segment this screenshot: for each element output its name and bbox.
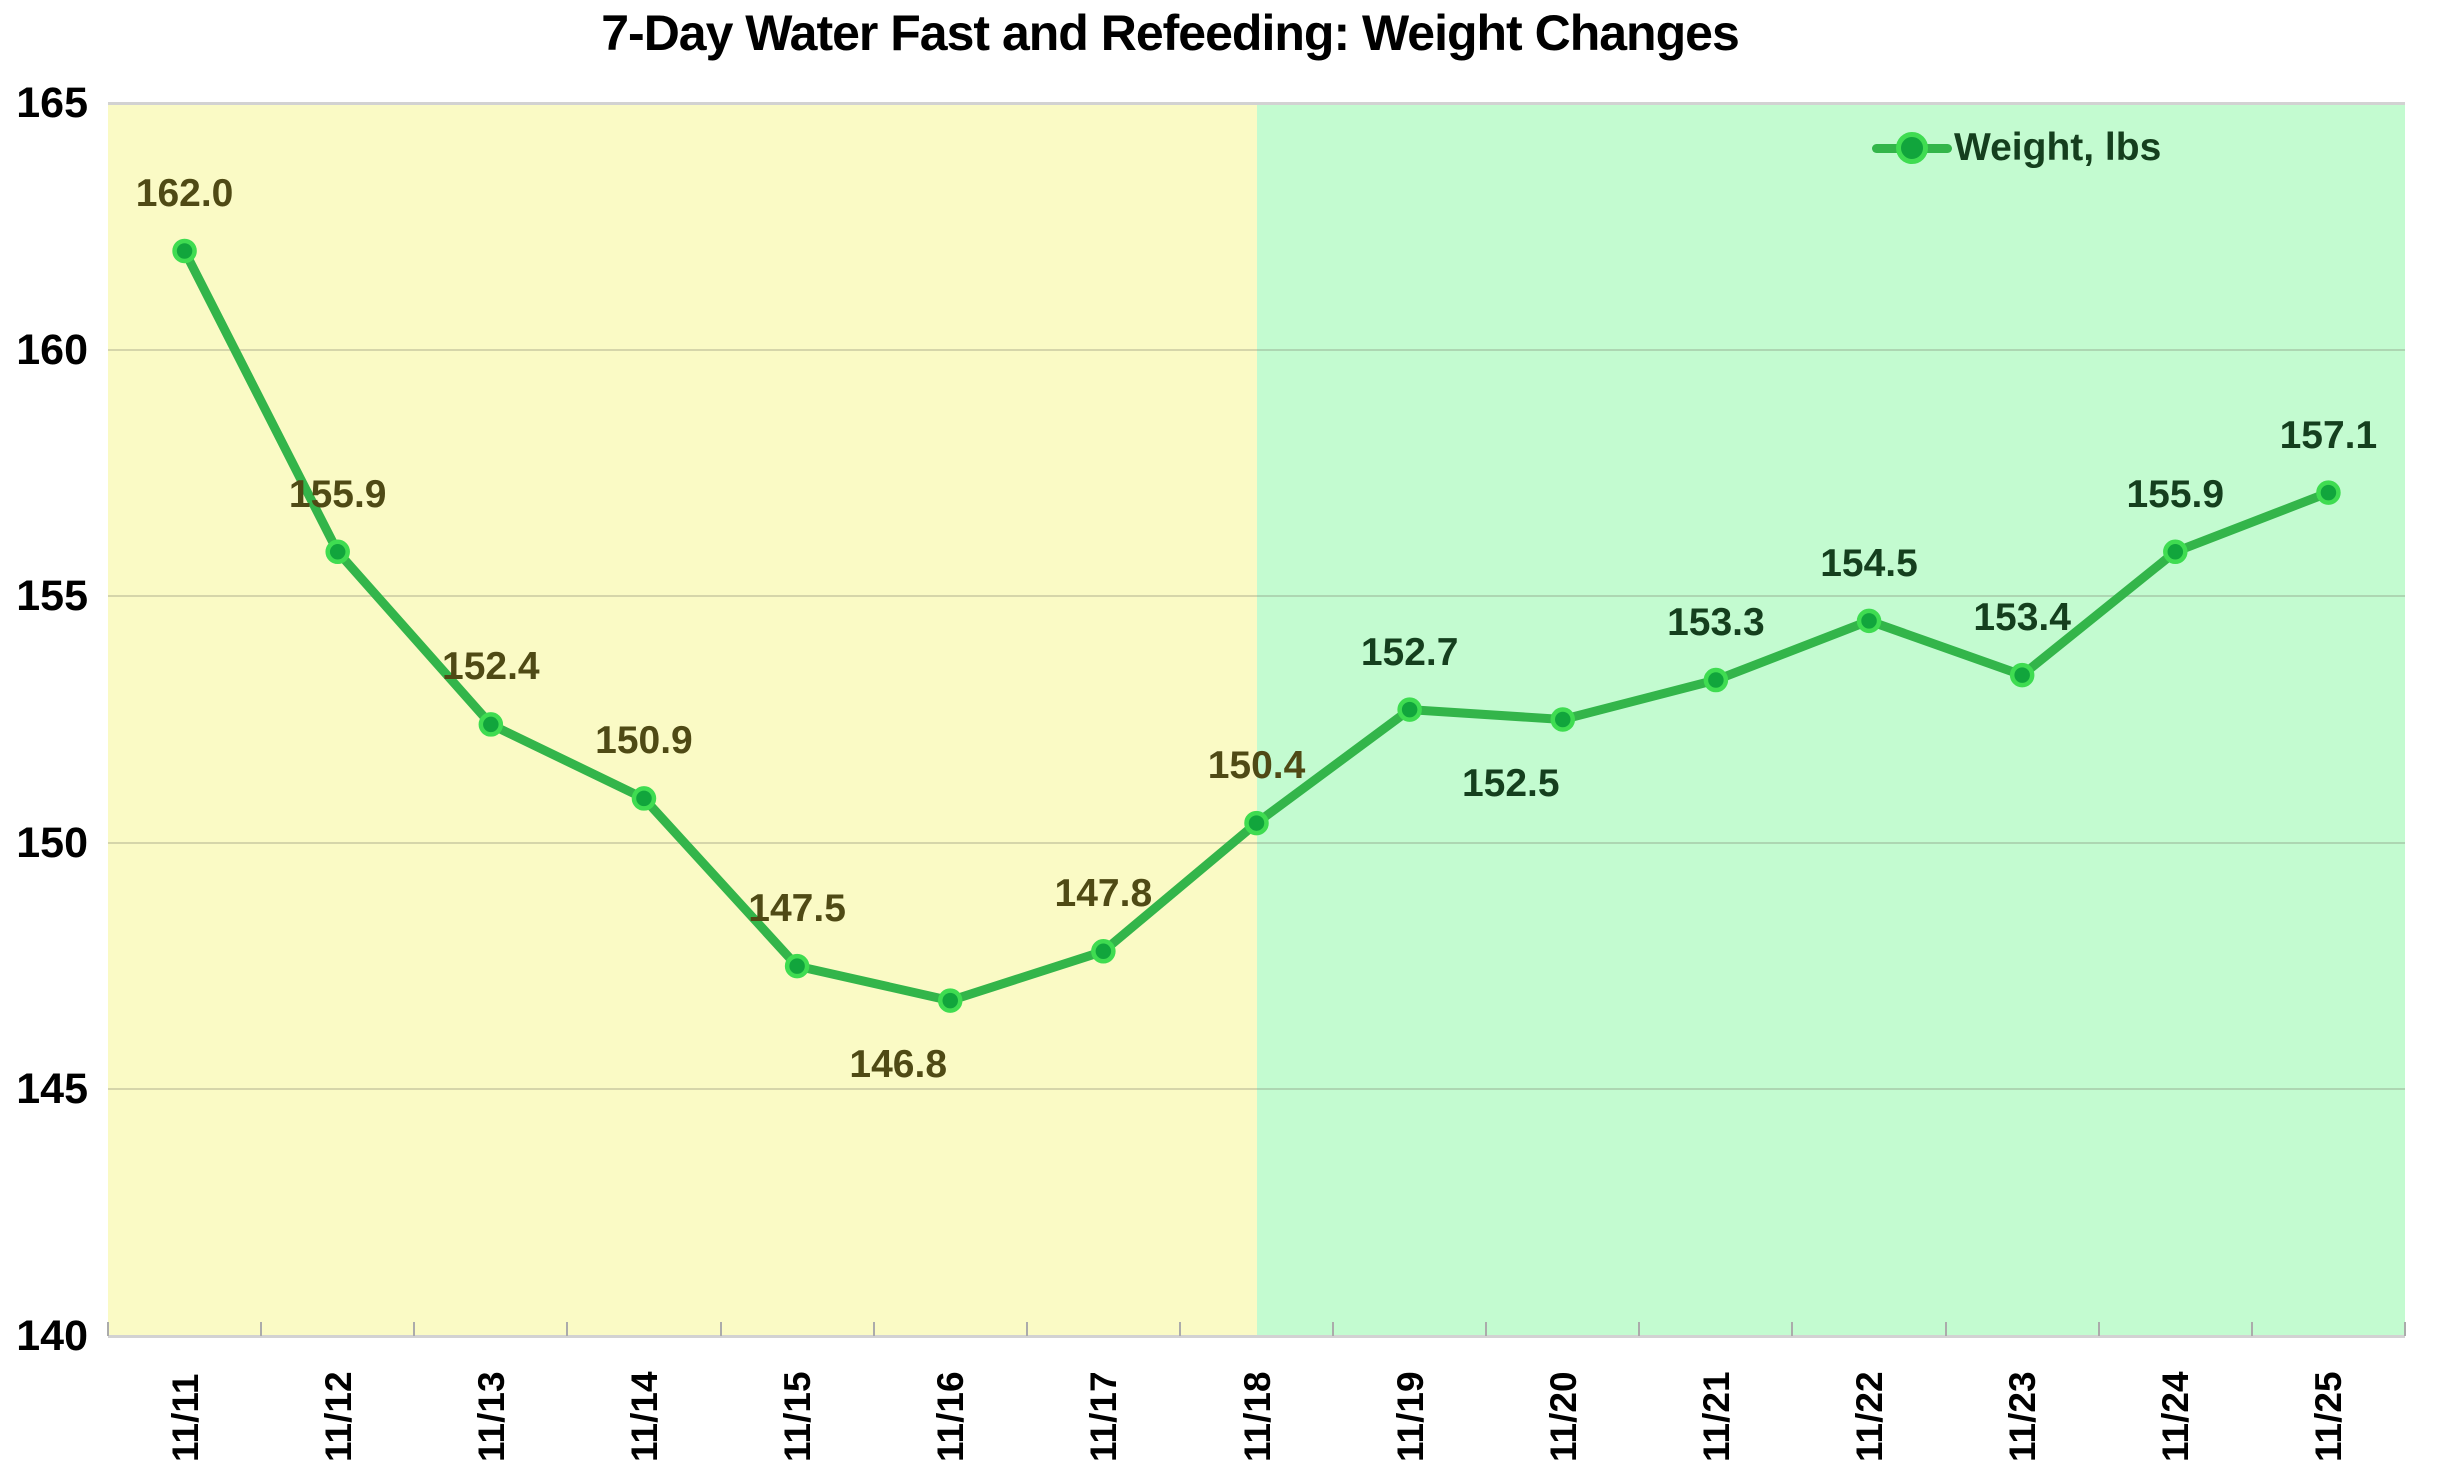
gridline-155 xyxy=(108,595,2405,598)
x-axis-label-11-16: 11/16 xyxy=(930,1371,972,1462)
gridline-145 xyxy=(108,1088,2405,1091)
data-point-marker xyxy=(1856,608,1882,634)
x-axis-label-11-13: 11/13 xyxy=(470,1371,512,1462)
data-point-marker xyxy=(631,786,657,811)
data-point-marker xyxy=(478,712,504,737)
x-axis-label-11-17: 11/17 xyxy=(1083,1371,1125,1462)
legend-line-marker-icon xyxy=(1872,132,1952,164)
data-label-11-24: 155.9 xyxy=(2126,472,2225,516)
x-axis-tick xyxy=(1178,1322,1181,1336)
data-point-marker xyxy=(1703,667,1729,693)
data-point-marker xyxy=(2009,662,2035,688)
legend: Weight, lbs xyxy=(1872,122,2161,174)
data-point-marker xyxy=(1091,939,1116,964)
data-label-11-15: 147.5 xyxy=(748,887,846,931)
gridline-140 xyxy=(108,1334,2405,1338)
x-axis-tick xyxy=(1791,1322,1794,1336)
x-axis-label-11-23: 11/23 xyxy=(2002,1371,2044,1462)
x-axis-tick xyxy=(1485,1322,1488,1336)
legend-point-icon xyxy=(1896,132,1928,164)
y-axis-label-155: 155 xyxy=(16,572,88,621)
x-axis-label-11-14: 11/14 xyxy=(623,1371,665,1462)
x-axis-tick xyxy=(413,1322,416,1336)
data-label-11-23: 153.4 xyxy=(1973,596,2071,640)
x-axis-tick xyxy=(1332,1322,1335,1336)
region-refeeding xyxy=(1256,103,2405,1336)
data-point-marker xyxy=(1397,697,1422,722)
x-axis-tick xyxy=(1025,1322,1028,1336)
x-axis-label-11-15: 11/15 xyxy=(777,1371,819,1462)
data-label-11-14: 150.9 xyxy=(595,719,693,763)
data-label-11-22: 154.5 xyxy=(1820,541,1918,585)
x-axis-label-11-21: 11/21 xyxy=(1695,1371,1737,1462)
x-axis-label-11-18: 11/18 xyxy=(1236,1371,1278,1462)
x-axis-label-11-11: 11/11 xyxy=(164,1373,206,1462)
data-point-marker xyxy=(2163,539,2188,565)
gridline-160 xyxy=(108,348,2405,351)
data-label-11-11: 162.0 xyxy=(135,171,234,215)
x-axis-tick xyxy=(719,1322,722,1336)
data-label-11-16: 146.8 xyxy=(849,1042,948,1086)
x-axis-tick xyxy=(1944,1322,1947,1336)
weight-line-series xyxy=(172,238,2341,1013)
data-point-marker xyxy=(172,238,197,264)
x-axis-label-11-12: 11/12 xyxy=(317,1371,359,1462)
y-axis-label-165: 165 xyxy=(16,79,88,127)
data-point-marker xyxy=(325,539,350,565)
data-point-marker xyxy=(1244,810,1269,836)
data-label-11-12: 155.9 xyxy=(288,472,387,516)
x-axis-label-11-20: 11/20 xyxy=(1542,1371,1584,1462)
y-axis-label-145: 145 xyxy=(16,1065,88,1114)
data-point-marker xyxy=(937,988,963,1013)
x-axis-tick xyxy=(2097,1322,2100,1336)
region-water-fast xyxy=(108,103,1257,1336)
data-label-11-21: 153.3 xyxy=(1667,601,1765,645)
x-axis-tick xyxy=(260,1322,263,1336)
y-axis-label-140: 140 xyxy=(16,1312,88,1360)
y-axis-label-160: 160 xyxy=(16,325,88,374)
data-point-marker xyxy=(784,953,810,979)
x-axis-tick xyxy=(2250,1322,2253,1336)
chart-title: 7-Day Water Fast and Refeeding: Weight C… xyxy=(601,5,1740,61)
x-axis-label-11-25: 11/25 xyxy=(2308,1371,2350,1462)
y-axis-label-150: 150 xyxy=(16,818,88,867)
x-axis-label-11-19: 11/19 xyxy=(1389,1371,1431,1462)
data-label-11-17: 147.8 xyxy=(1054,872,1153,916)
data-point-marker xyxy=(2316,480,2341,505)
x-axis-tick xyxy=(566,1322,569,1336)
x-axis-tick xyxy=(107,1322,109,1336)
data-label-11-20: 152.5 xyxy=(1461,761,1560,805)
data-label-11-18: 150.4 xyxy=(1207,744,1306,788)
x-axis-tick xyxy=(1638,1322,1641,1336)
gridline-150 xyxy=(108,841,2405,844)
data-label-11-19: 152.7 xyxy=(1360,630,1459,674)
x-axis-tick xyxy=(872,1322,875,1336)
x-axis-tick xyxy=(2404,1322,2406,1336)
x-axis-label-11-22: 11/22 xyxy=(1849,1371,1891,1462)
x-axis-label-11-24: 11/24 xyxy=(2155,1371,2197,1462)
data-label-11-25: 157.1 xyxy=(2279,413,2378,457)
data-label-11-13: 152.4 xyxy=(442,645,540,689)
gridline-165 xyxy=(108,101,2405,105)
legend-series-label: Weight, lbs xyxy=(1954,126,2162,169)
data-point-marker xyxy=(1550,707,1576,732)
